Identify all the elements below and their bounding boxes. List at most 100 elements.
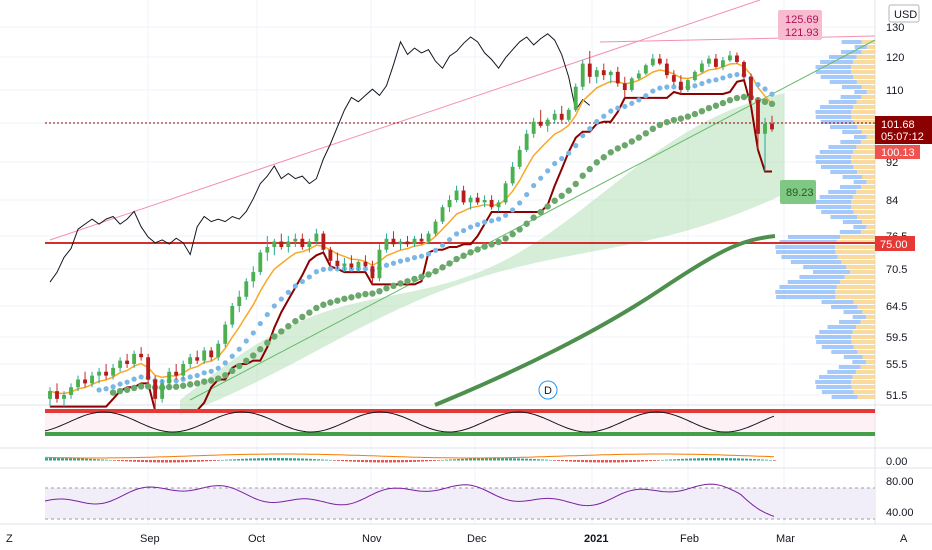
macd-hist-bar [753,459,756,461]
volume-bar-down [866,45,875,49]
macd-hist-bar [301,458,304,461]
ma-dot-green [740,93,748,101]
candle-up [650,58,655,66]
macd-hist-bar [405,460,408,463]
last-price-value: 101.68 [881,119,915,131]
macd-hist-bar [717,458,720,461]
macd-hist-bar [393,460,396,463]
level-75-tag: 75.00 [875,236,915,251]
macd-hist-bar [629,460,632,463]
macd-hist-bar [525,458,528,461]
volume-bar-up [776,295,836,299]
volume-bar-down [862,355,875,359]
macd-hist-bar [485,458,488,461]
volume-bar-down [861,95,875,99]
time-axis[interactable]: Sep Oct Nov Dec 2021 Feb Mar Z A [6,533,908,545]
y-tick-110: 110 [886,85,904,97]
candle-up [643,65,648,74]
candle-up [728,55,732,61]
ma-dot-green [425,271,432,278]
ma-dot-blue [608,108,614,114]
ma-dot-green [474,246,481,253]
macd-hist-bar [377,460,380,463]
macd-hist-bar [425,460,428,462]
volume-bar-down [853,75,875,79]
currency-box[interactable]: USD [888,4,920,23]
macd-hist-bar [705,458,708,461]
candle-down [671,75,676,82]
candles[interactable] [48,51,774,411]
volume-bar-down [860,230,875,234]
volume-bar-down [852,105,875,109]
candle-down [419,238,424,242]
macd-hist-bar [245,458,248,461]
candle-up [377,249,382,279]
volume-bar-up [852,315,867,319]
volume-bar-down [840,235,875,239]
ma-dot-blue [650,88,656,94]
ma-dot-blue [257,320,263,327]
macd-hist-bar [277,458,280,461]
volume-bar-up [775,245,836,249]
ma-dot-blue [110,384,116,390]
macd-hist-bar [573,460,576,462]
macd-hist-bar [341,460,344,462]
macd-hist-bar [185,460,188,463]
ma-dot-blue [727,73,733,79]
candle-down [756,99,760,134]
ma-dot-blue [615,105,621,111]
macd-hist-bar [241,458,244,461]
macd-hist-bar [73,458,76,461]
corner-right-a[interactable]: A [900,533,908,545]
macd-hist-bar [261,458,264,461]
candle-up [447,200,452,208]
ma-dot-blue [552,160,558,167]
ma-dot-blue [96,387,102,393]
macd-hist-bar [749,458,752,461]
volume-bar-down [865,360,875,364]
macd-hist-bar [345,460,348,462]
macd-hist-bar [517,458,520,461]
ma-dot-blue [587,126,593,132]
candle-down [370,266,375,279]
ma-dot-green [698,107,706,115]
ma-dot-blue [657,85,663,91]
macd-hist-bar [461,458,464,461]
ma-dot-blue [187,374,193,380]
macd-hist-bar [181,460,184,463]
macd-hist-bar [681,458,684,461]
ma-dot-blue [446,237,453,243]
rsi-band [45,488,875,519]
macd-hist-bar [361,460,364,463]
ma-dot-blue [201,370,207,376]
volume-bar-up [816,340,852,344]
ma-dot-green [222,372,229,379]
corner-left-z[interactable]: Z [6,533,13,545]
price-axis[interactable]: 130 120 110 92 84 76.5 70.5 64.5 59.5 55… [886,22,914,519]
macd-hist-bar [197,460,200,462]
candle-up [721,60,725,67]
macd-hist-bar [149,460,152,463]
y-tick-130: 130 [886,22,904,34]
ma-dot-green [130,384,138,392]
macd-hist-bar [137,460,140,462]
macd-hist-bar [633,460,636,462]
macd-hist-bar [521,458,524,461]
ma-dot-blue [278,296,284,302]
macd-hist-bar [77,458,80,461]
volume-bar-down [835,295,875,299]
macd-hist-bar [545,459,548,461]
macd-hist-bar [333,460,336,461]
macd-hist-bar [201,460,204,462]
ma-dot-green [236,362,243,370]
macd-hist-bar [285,458,288,461]
volume-bar-up [815,110,852,114]
ma-dot-blue [453,231,460,237]
macd-hist-bar [117,460,120,461]
candle-down [328,249,333,261]
y-tick-55-5: 55.5 [886,359,907,371]
macd-hist-bar [585,460,588,463]
dividend-marker[interactable]: D [538,380,558,400]
ma-dot-blue [131,376,137,382]
